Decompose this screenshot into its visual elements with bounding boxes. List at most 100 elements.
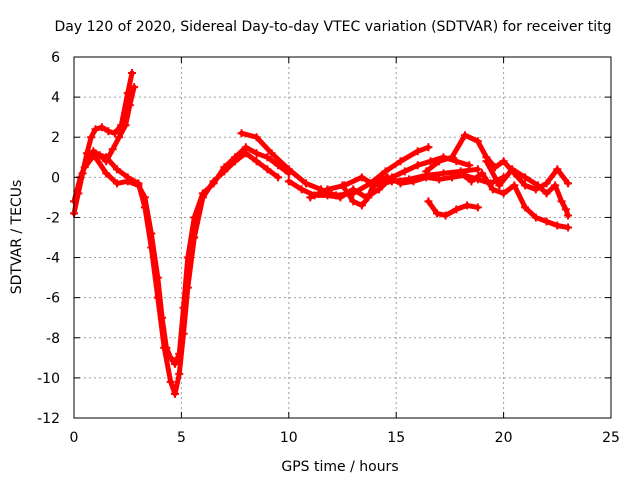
y-tick-label: 0	[51, 170, 60, 186]
data-point	[179, 303, 188, 312]
data-point	[349, 197, 358, 206]
y-tick-label: -2	[46, 210, 60, 226]
data-point	[499, 157, 508, 166]
data-point	[166, 377, 175, 386]
data-point	[306, 193, 315, 202]
data-point	[91, 153, 100, 162]
data-series	[70, 69, 573, 398]
data-point	[473, 165, 482, 174]
data-point	[153, 273, 162, 282]
data-point	[190, 213, 199, 222]
data-point	[127, 69, 136, 78]
data-point	[456, 169, 465, 178]
data-point	[284, 177, 293, 186]
series-arc-3	[82, 150, 281, 397]
data-point	[452, 205, 461, 214]
data-point	[112, 165, 121, 174]
data-point	[531, 213, 540, 222]
data-point	[542, 189, 551, 198]
y-tick-label: -4	[46, 251, 60, 267]
data-point	[220, 163, 229, 172]
data-point	[263, 153, 272, 162]
data-point	[448, 153, 457, 162]
data-point	[140, 193, 149, 202]
chart-title: Day 120 of 2020, Sidereal Day-to-day VTE…	[55, 19, 612, 35]
data-point	[564, 179, 573, 188]
data-point	[102, 169, 111, 178]
data-point	[104, 127, 113, 136]
y-tick-label: -10	[37, 371, 60, 387]
data-point	[551, 181, 560, 190]
data-point	[478, 169, 487, 178]
data-point	[349, 185, 358, 194]
y-tick-label: -6	[46, 291, 60, 307]
data-point	[424, 197, 433, 206]
axis-ticks: 0 5 10 15 20 25 -12 -10 -8 -6 -4 -2 0 2 4 6	[37, 50, 620, 446]
data-point	[521, 173, 530, 182]
x-tick-label: 15	[387, 430, 405, 446]
data-point	[460, 131, 469, 140]
data-point	[424, 143, 433, 152]
data-point	[274, 173, 283, 182]
data-point	[252, 149, 261, 158]
x-tick-label: 5	[177, 430, 186, 446]
x-tick-label: 10	[280, 430, 298, 446]
data-point	[553, 165, 562, 174]
data-point	[357, 173, 366, 182]
data-point	[413, 161, 422, 170]
data-point	[473, 203, 482, 212]
data-point	[237, 129, 246, 138]
data-point	[508, 165, 517, 174]
data-point	[542, 217, 551, 226]
data-point	[301, 179, 310, 188]
data-point	[297, 185, 306, 194]
series-arc-1	[71, 70, 135, 216]
data-point	[115, 133, 124, 142]
grid	[74, 57, 611, 418]
data-point	[448, 173, 457, 182]
y-tick-label: 2	[51, 130, 60, 146]
data-point	[510, 181, 519, 190]
data-point	[439, 169, 448, 178]
data-point	[130, 83, 139, 92]
data-point	[521, 203, 530, 212]
x-tick-label: 0	[70, 430, 79, 446]
data-point	[162, 343, 171, 352]
series-arc-9	[423, 132, 571, 192]
data-point	[125, 101, 134, 110]
data-point	[338, 181, 347, 190]
data-point	[252, 133, 261, 142]
data-point	[284, 165, 293, 174]
data-point	[383, 173, 392, 182]
data-point	[463, 201, 472, 210]
data-point	[381, 167, 390, 176]
data-point	[87, 133, 96, 142]
data-point	[422, 167, 431, 176]
data-point	[252, 157, 261, 166]
data-point	[435, 157, 444, 166]
data-point	[80, 163, 89, 172]
y-axis-label: SDTVAR / TECUs	[9, 180, 25, 295]
x-tick-label: 20	[495, 430, 513, 446]
data-point	[175, 369, 184, 378]
data-point	[323, 185, 332, 194]
data-point	[336, 193, 345, 202]
data-point	[396, 179, 405, 188]
data-point	[396, 157, 405, 166]
data-point	[521, 181, 530, 190]
series-arc-12	[483, 158, 571, 218]
data-point	[413, 147, 422, 156]
data-point	[91, 125, 100, 134]
data-point	[170, 389, 179, 398]
data-point	[426, 157, 435, 166]
data-point	[499, 189, 508, 198]
y-tick-label: 4	[51, 90, 60, 106]
data-point	[533, 181, 542, 190]
data-point	[482, 157, 491, 166]
data-point	[564, 211, 573, 220]
data-point	[158, 313, 167, 322]
data-point	[553, 221, 562, 230]
data-point	[121, 121, 130, 130]
data-point	[198, 189, 207, 198]
